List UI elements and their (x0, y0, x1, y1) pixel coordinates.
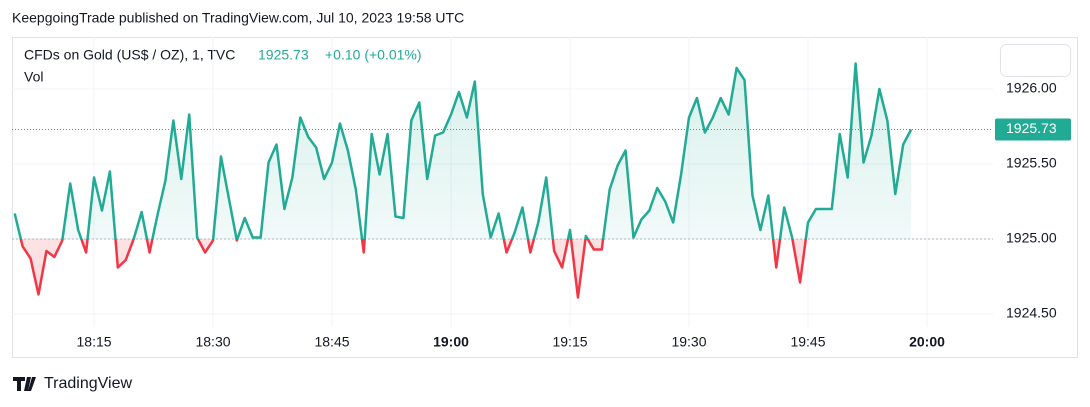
y-tick-label: 1925.50 (1006, 155, 1057, 171)
volume-label: Vol (24, 69, 43, 85)
publish-header: KeepgoingTrade published on TradingView.… (12, 10, 464, 26)
x-tick-label: 19:00 (433, 334, 469, 350)
legend-price: 1925.73 (258, 47, 309, 63)
x-tick-label: 19:15 (552, 334, 587, 350)
x-tick-label: 19:30 (671, 334, 706, 350)
x-tick-label: 18:30 (195, 334, 230, 350)
price-line-above (13, 62, 913, 239)
y-tick-label: 1924.50 (1006, 305, 1057, 321)
tv-logo (13, 377, 36, 391)
x-tick-label: 18:15 (77, 334, 112, 350)
pane-button[interactable] (1000, 44, 1071, 77)
legend-change: +0.10 (+0.01%) (325, 47, 422, 63)
chart-frame (12, 37, 1078, 358)
price-tag-label: 1925.73 (1006, 120, 1057, 136)
price-tag (995, 118, 1071, 141)
x-tick-label: 19:45 (790, 334, 825, 350)
symbol-title: CFDs on Gold (US$ / OZ), 1, TVC (24, 47, 235, 63)
x-tick-label: 18:45 (314, 334, 349, 350)
footer-brand: TradingView (44, 375, 132, 392)
x-tick-label: 20:00 (909, 334, 945, 350)
y-tick-label: 1926.00 (1006, 80, 1057, 96)
y-tick-label: 1925.00 (1006, 230, 1057, 246)
area-above (14, 63, 912, 239)
